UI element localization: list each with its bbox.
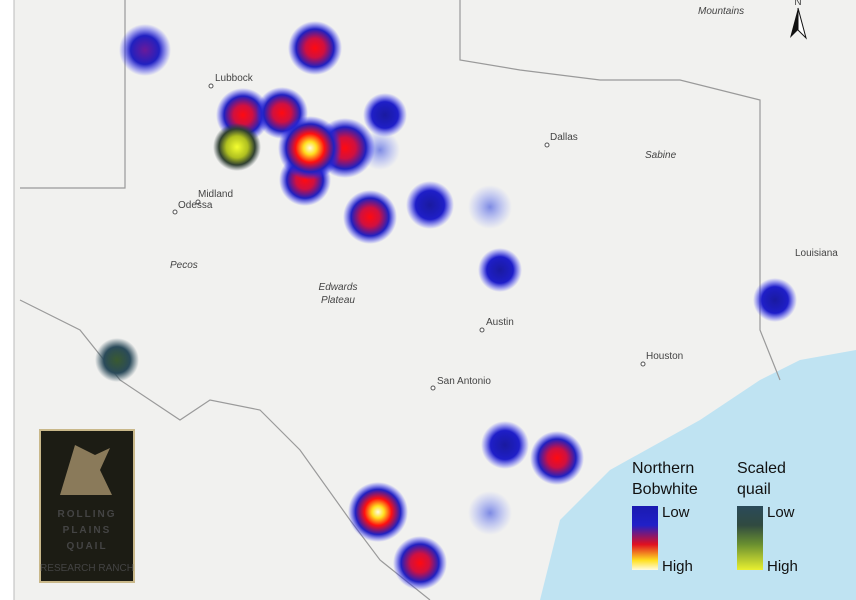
place-label: Austin (486, 317, 514, 328)
place-label: San Antonio (437, 376, 491, 387)
place-label: Houston (646, 351, 683, 362)
gulf (540, 350, 856, 600)
legend-ramp (632, 506, 658, 570)
legend-title: Scaled quail (737, 460, 786, 498)
north-arrow (790, 8, 798, 38)
legend-title: Northern Bobwhite (632, 460, 698, 498)
logo-text: QUAIL (66, 541, 107, 552)
place-label: Odessa (178, 200, 213, 211)
logo-bird (60, 445, 112, 495)
legend-low: Low (662, 504, 690, 521)
heat-spots (95, 21, 797, 590)
logo-text: PLAINS (63, 525, 112, 536)
region-label: Plateau (321, 295, 355, 306)
logo-tagline: RESEARCH RANCH (40, 563, 134, 574)
north-label: N (794, 0, 801, 8)
north-arrow (797, 7, 807, 40)
legend-low: Low (767, 504, 795, 521)
place-label: Dallas (550, 132, 578, 143)
region-label: Mountains (698, 6, 744, 17)
river-label: Pecos (170, 260, 198, 271)
place-label: Louisiana (795, 248, 838, 259)
legend-high: High (767, 558, 798, 575)
logo-text: ROLLING (58, 509, 117, 520)
region-label: Edwards (319, 282, 358, 293)
place-markers (172, 83, 646, 391)
place-label: Midland (198, 189, 233, 200)
river-label: Sabine (645, 150, 677, 161)
place-label: Lubbock (215, 73, 254, 84)
legend-ramp (737, 506, 763, 570)
legend-bobwhite: Northern Bobwhite Low High (632, 458, 712, 586)
legend-scaled: Scaled quail Low High (737, 458, 798, 586)
legend-high: High (662, 558, 693, 575)
